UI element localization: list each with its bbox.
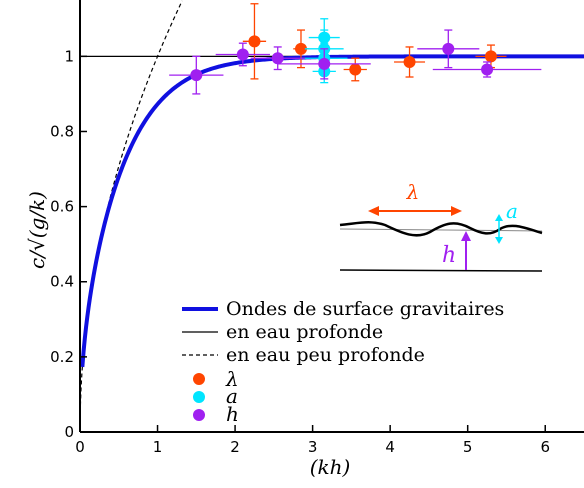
marker (236, 48, 249, 61)
data-points-layer (169, 3, 542, 95)
legend-label-depth: h (226, 402, 239, 426)
wavelength-arrow-right-head (451, 206, 462, 216)
legend-label-shallow: en eau peu profonde (226, 344, 425, 366)
legend-label-lambda: λ (225, 367, 239, 391)
legend-marker-lambda (193, 373, 205, 385)
marker (403, 55, 416, 68)
y-tick-label: 0.4 (50, 273, 74, 291)
marker (294, 42, 307, 55)
y-tick-label: 0.8 (50, 122, 74, 140)
legend-label-theory: Ondes de surface gravitaires (226, 298, 504, 320)
data-point-0-0 (242, 3, 267, 80)
amplitude-arrow-bottom-head (495, 237, 503, 244)
data-point-0-4 (475, 44, 507, 69)
inset-bottom-line (339, 269, 543, 272)
x-tick-label: 6 (540, 438, 550, 456)
marker (442, 42, 455, 55)
inset-wave-profile (339, 221, 543, 237)
x-tick-label: 3 (308, 438, 318, 456)
marker (318, 57, 331, 70)
y-tick-label: 0.2 (50, 348, 74, 366)
x-tick-label: 5 (463, 438, 473, 456)
data-point-2-2 (250, 46, 305, 71)
depth-label: h (442, 243, 456, 268)
amplitude-label: a (506, 199, 518, 223)
data-point-0-3 (394, 46, 426, 78)
y-tick-label: 0 (64, 423, 74, 441)
wavelength-label: λ (406, 180, 420, 204)
data-point-0-1 (293, 29, 309, 69)
inset-mean-level-line (339, 228, 543, 232)
y-tick-label: 0.6 (50, 198, 74, 216)
data-point-2-3 (277, 48, 371, 80)
marker (481, 63, 494, 76)
data-point-2-0 (169, 55, 224, 95)
x-axis-label: (kh) (310, 455, 351, 479)
legend-marker-depth (193, 409, 205, 421)
legend-label-deep: en eau profonde (226, 321, 383, 343)
shallow-water-curve (79, 0, 183, 406)
marker (484, 50, 497, 63)
x-tick-label: 2 (230, 438, 240, 456)
tick-labels: 0 1 2 3 4 5 6 0 0.2 0.4 0.6 0.8 1 (50, 47, 550, 456)
data-point-2-1 (215, 42, 270, 67)
wave-schematic-inset: λ a h (339, 180, 543, 272)
axes (79, 0, 584, 433)
x-tick-label: 0 (75, 438, 85, 456)
marker (349, 63, 362, 76)
marker (190, 69, 203, 82)
x-tick-label: 4 (385, 438, 395, 456)
y-tick-label: 1 (64, 47, 74, 65)
legend: Ondes de surface gravitaires en eau prof… (182, 298, 504, 426)
y-axis-label: c/√(g/k) (25, 191, 49, 269)
legend-marker-amplitude (193, 391, 205, 403)
data-point-2-4 (417, 29, 480, 69)
marker (271, 52, 284, 65)
x-tick-label: 1 (153, 438, 163, 456)
amplitude-arrow-top-head (495, 214, 503, 221)
depth-arrow-head (461, 231, 471, 241)
legend-label-amplitude: a (226, 384, 238, 408)
data-point-2-5 (432, 61, 542, 78)
wavelength-arrow-left-head (368, 206, 379, 216)
marker (248, 35, 261, 48)
data-point-0-2 (343, 57, 367, 82)
